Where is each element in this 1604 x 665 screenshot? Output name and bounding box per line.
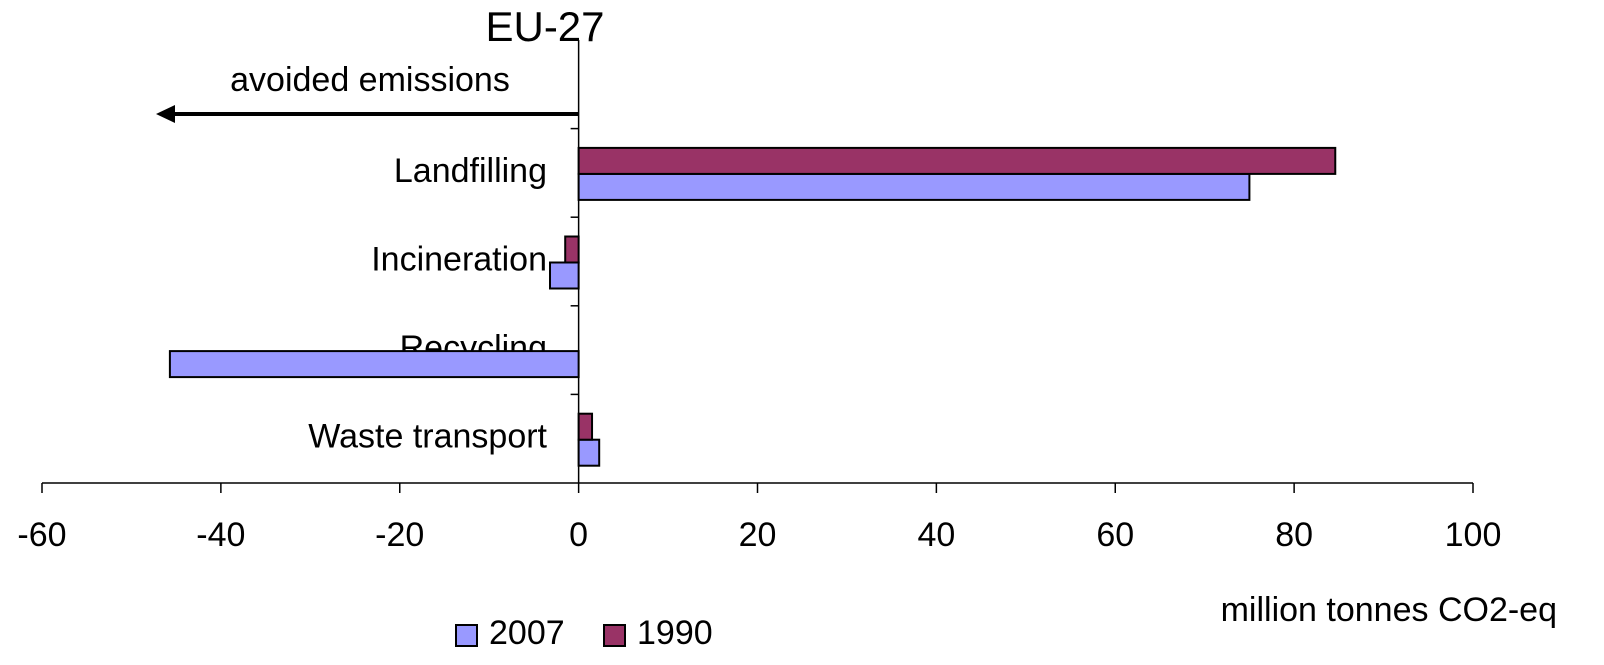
bar <box>564 235 580 264</box>
x-tick-label: -60 <box>17 516 66 554</box>
x-tick-label: 60 <box>1096 516 1134 554</box>
annotation: avoided emissions <box>230 61 510 99</box>
x-tick-label: -40 <box>196 516 245 554</box>
legend-swatch <box>603 624 626 647</box>
y-tick-label: Incineration <box>371 240 547 278</box>
x-tick-label: 80 <box>1275 516 1313 554</box>
bar <box>577 146 1337 175</box>
x-tick-label: -20 <box>375 516 424 554</box>
x-tick-label: 0 <box>569 516 588 554</box>
bar <box>168 350 580 379</box>
x-tick-label: 20 <box>739 516 777 554</box>
x-tick-label: 100 <box>1445 516 1502 554</box>
bar <box>549 261 580 290</box>
bar <box>577 412 594 441</box>
bar <box>577 172 1251 201</box>
legend-label: 1990 <box>637 614 713 652</box>
arrow-head <box>156 105 175 123</box>
legend-swatch <box>455 624 478 647</box>
legend-label: 2007 <box>489 614 565 652</box>
x-tick-label: 40 <box>917 516 955 554</box>
x-axis-label: million tonnes CO2-eq <box>1221 591 1557 629</box>
y-tick-label: Landfilling <box>394 152 547 190</box>
y-tick-label: Waste transport <box>308 418 547 456</box>
bar <box>577 438 601 467</box>
chart-title: EU-27 <box>485 3 604 50</box>
